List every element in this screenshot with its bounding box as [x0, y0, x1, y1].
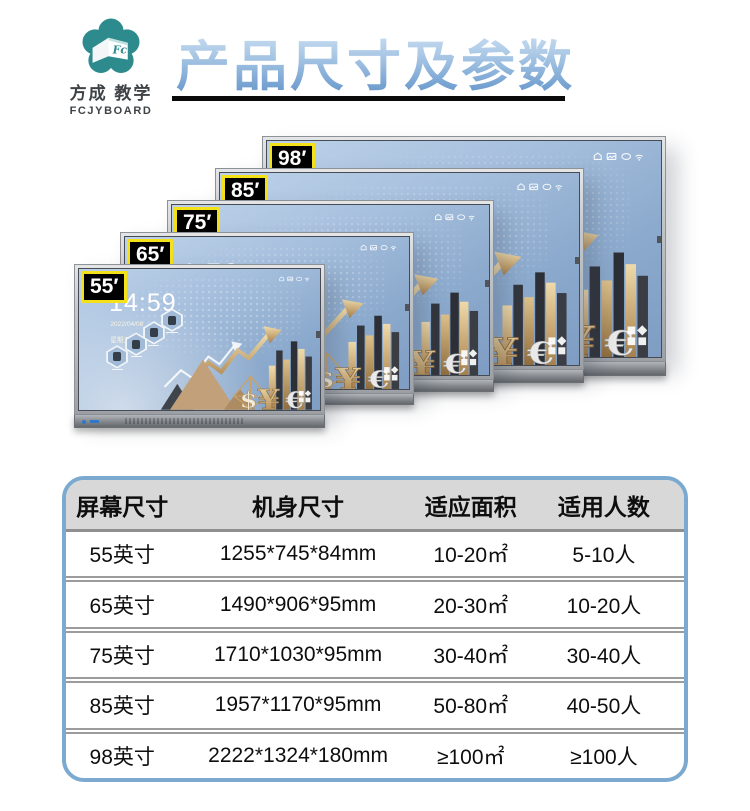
- col-header-body-size: 机身尺寸: [252, 493, 345, 520]
- display-55: 14:59 2022/04/08 星期五 55′: [74, 264, 325, 428]
- col-header-area: 适应面积: [424, 493, 517, 520]
- status-icons: [434, 213, 475, 221]
- table-row: 75英寸 1710*1030*95mm 30-40㎡ 30-40人: [66, 626, 684, 677]
- brand-logo: Fc 方成 教学 FCJYBOARD: [52, 16, 170, 117]
- apps-grid-icon: [299, 389, 312, 403]
- page-title: 产品尺寸及参数: [176, 22, 576, 101]
- status-icons: [517, 182, 563, 191]
- display-frame: 14:59 2022/04/08 星期五 55′: [74, 264, 325, 415]
- app-icon: [106, 345, 128, 369]
- ports: [82, 419, 100, 424]
- app-icon: [125, 332, 147, 356]
- table-header-row: 屏幕尺寸 机身尺寸 适应面积 适用人数: [66, 480, 684, 532]
- col-header-screen-size: 屏幕尺寸: [76, 493, 169, 520]
- app-icon: [161, 308, 183, 332]
- apps-grid-icon: [384, 366, 399, 381]
- brand-name-cn: 方成 教学: [69, 84, 153, 103]
- clock-date: 2022/04/08: [110, 321, 144, 329]
- display-screen: 14:59 2022/04/08 星期五 55′: [78, 268, 321, 411]
- apps-grid-icon: [461, 349, 478, 366]
- side-button: [485, 279, 489, 287]
- speaker-grille: [124, 418, 245, 424]
- side-button: [405, 303, 409, 311]
- side-button: [657, 236, 661, 244]
- spec-table: 屏幕尺寸 机身尺寸 适应面积 适用人数 55英寸 1255*745*84mm 1…: [62, 476, 688, 782]
- table-row: 55英寸 1255*745*84mm 10-20㎡ 5-10人: [89, 542, 636, 568]
- svg-text:Fc: Fc: [112, 44, 128, 57]
- table-row: 65英寸 1490*906*95mm 20-30㎡ 10-20人: [66, 576, 684, 626]
- logo-flower-icon: Fc: [82, 18, 140, 73]
- size-badge: 55′: [81, 271, 128, 303]
- status-icons: [360, 244, 397, 252]
- table-row: 85英寸 1957*1170*95mm 50-80㎡ 40-50人: [66, 677, 684, 727]
- col-header-people: 适用人数: [557, 493, 650, 520]
- clock-weekday: 星期五: [110, 336, 131, 344]
- soundbar: [74, 415, 325, 428]
- app-icon: [143, 321, 165, 345]
- status-icons: [278, 276, 310, 282]
- title-underline: [172, 96, 565, 101]
- apps-grid-icon: [627, 324, 647, 345]
- status-icons: [593, 152, 644, 161]
- side-button: [575, 257, 579, 265]
- apps-grid-icon: [548, 335, 567, 354]
- table-row: 98英寸 2222*1324*180mm ≥100㎡ ≥100人: [66, 727, 684, 778]
- side-button: [316, 331, 320, 339]
- brand-name-en: FCJYBOARD: [69, 105, 153, 117]
